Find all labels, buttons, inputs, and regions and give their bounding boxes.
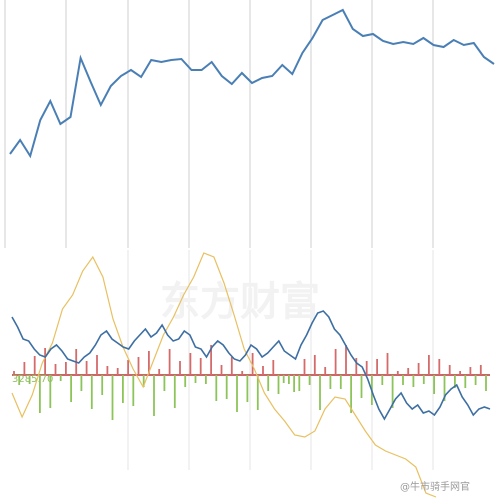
histogram-bar [324,367,327,375]
histogram-bar [355,358,358,375]
histogram-bar [163,375,166,391]
histogram-bar [474,375,477,385]
histogram-bar [485,375,487,391]
top-panel-gridlines [4,0,434,248]
histogram-bar [272,360,275,375]
histogram-bar [277,375,280,394]
histogram-bar [329,375,332,389]
histogram-bar [33,356,36,375]
histogram-bar [386,353,389,375]
histogram-bar [127,360,129,375]
histogram-bar [96,355,98,375]
histogram-bar [70,375,72,402]
histogram-bar [448,365,451,375]
histogram-bar [417,363,420,375]
histogram-bar [251,353,254,375]
histogram-bar [18,375,21,385]
histogram-bar [90,375,93,409]
histogram-bar [215,375,218,401]
histogram-bar [438,359,441,375]
histogram-bar [464,375,467,388]
histogram-bar [267,375,270,391]
histogram-bar [236,375,238,412]
histogram-bar [308,375,311,385]
histogram-bar [282,375,285,383]
histogram-bar [106,366,109,375]
histogram-bar [262,366,264,375]
histogram-bar [158,369,161,375]
histogram-bar [142,375,145,387]
histogram-bar [381,375,384,385]
histogram-bar [179,361,181,375]
indicator-blue-line [11,310,491,421]
histogram-bar [454,375,456,388]
histogram-bar [230,357,233,375]
histogram-bar [101,375,104,395]
histogram-bar [173,375,176,408]
histogram-bar [391,375,394,408]
histogram-bar [428,355,430,375]
histogram-bar [199,358,202,375]
histogram-bar [241,371,244,375]
histogram-bar [39,375,41,413]
histogram-bar [422,375,425,384]
histogram-bar [80,375,83,391]
histogram-bars [13,345,487,420]
bottom-value-label: 3285.70 [12,374,53,385]
histogram-bar [137,357,140,375]
histogram-bar [293,375,295,392]
indicator-yellow-line [11,252,437,498]
watermark: 东方财富 [160,279,320,325]
histogram-bar [402,375,404,385]
histogram-bar [49,375,52,408]
histogram-bar [407,368,410,375]
histogram-bar [459,371,461,375]
histogram-bar [111,375,114,420]
histogram-bar [220,365,223,375]
histogram-bar [225,375,228,399]
histogram-bar [396,371,399,375]
histogram-bar [479,365,482,375]
histogram-bar [210,345,212,375]
histogram-bar [298,375,301,391]
histogram-bar [28,375,31,384]
histogram-bar [288,375,290,384]
histogram-bar [319,375,321,410]
histogram-bar [205,375,207,384]
histogram-bar [303,359,306,375]
histogram-bar [246,375,249,402]
histogram-bar [184,375,187,387]
histogram-bar [376,359,378,375]
histogram-bar [44,348,46,375]
histogram-bar [148,351,150,375]
histogram-bar [153,375,155,416]
histogram-bar [13,371,15,375]
histogram-bar [194,375,197,383]
histogram-bar [54,364,57,375]
histogram-bar [360,375,363,398]
histogram-bar [116,368,119,375]
histogram-bar [339,375,342,389]
price-line [9,8,495,159]
histogram-bar [168,349,171,375]
histogram-bar [345,345,347,375]
credit-text: @牛市骑手网官 [400,480,470,493]
histogram-bar [59,375,62,381]
histogram-bar [132,375,135,406]
histogram-bar [433,375,435,394]
histogram-bar [334,349,337,375]
histogram-bar [189,353,192,375]
histogram-bar [469,367,472,375]
histogram-bar [412,375,415,387]
histogram-bar [122,375,124,403]
histogram-bar [443,375,446,401]
histogram-bar [313,355,316,375]
histogram-bar [65,362,67,375]
histogram-bar [256,375,259,410]
histogram-bar [85,361,88,375]
histogram-bar [365,361,368,375]
histogram-bar [350,375,352,413]
histogram-bar [23,362,26,375]
